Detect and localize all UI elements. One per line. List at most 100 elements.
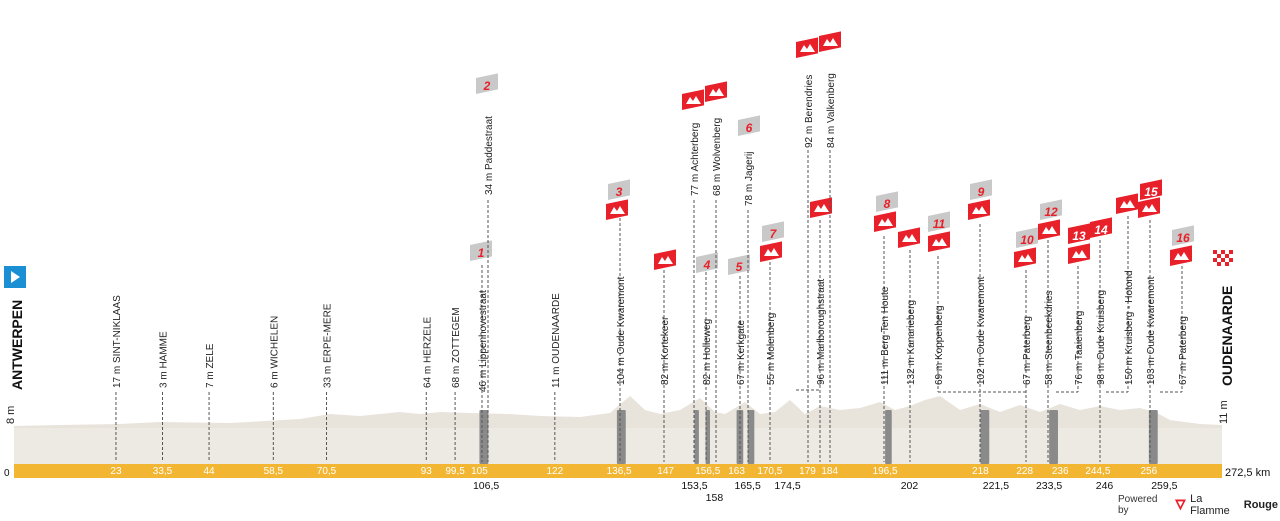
brand-part-b: Rouge (1243, 499, 1278, 511)
km-tick-label: 256 (1141, 466, 1158, 477)
km-tick-label: 105 (471, 466, 488, 477)
town-label: 17 m SINT-NIKLAAS (112, 295, 123, 388)
sector-number: 16 (1176, 231, 1190, 245)
climb-label: 76 m Taaienberg (1074, 311, 1085, 385)
climb-label: 132 m Kanarieberg (906, 300, 917, 385)
sector-number: 9 (978, 185, 985, 199)
mountain-icon (1142, 204, 1157, 212)
mountain-icon (823, 38, 838, 46)
km-tick-below-label: 233,5 (1036, 480, 1062, 492)
mountain-icon (1174, 252, 1189, 260)
climb-flag (968, 199, 990, 220)
sector-flag (1016, 227, 1038, 248)
sector-flag (762, 221, 784, 242)
km-tick-label: 236 (1052, 466, 1069, 477)
start-arrow-icon (11, 271, 20, 283)
km-tick-below-label: 246 (1096, 480, 1114, 492)
climb-flag (1038, 219, 1060, 240)
km-tick-below-label: 158 (706, 492, 724, 504)
climb-number: 14 (1094, 223, 1108, 237)
town-label: 6 m WICHELEN (269, 316, 280, 388)
sector-flag (470, 240, 492, 261)
mountain-icon (878, 218, 893, 226)
climb-flag (1014, 247, 1036, 269)
climb-flag (810, 197, 832, 218)
climb-label: 77 m Achterberg (690, 123, 701, 196)
climb-label: 69 m Koppenberg (934, 305, 945, 385)
start-name: ANTWERPEN (9, 300, 25, 390)
climb-flag (928, 231, 950, 252)
sector-flag (928, 211, 950, 232)
powered-by-label: Powered by (1118, 494, 1158, 516)
km-axis-start-label: 0 (4, 468, 10, 479)
mountain-icon (814, 204, 829, 212)
km-tick-label: 136,5 (607, 466, 632, 477)
km-tick-label: 70,5 (317, 466, 337, 477)
finish-checkered-flag-icon (1213, 250, 1233, 266)
cobble-sector-block (980, 410, 990, 464)
km-tick-label: 244,5 (1085, 466, 1110, 477)
town-label: 68 m ZOTTEGEM (451, 307, 462, 388)
mountain-icon (1120, 200, 1135, 208)
km-tick-label: 170,5 (757, 466, 782, 477)
sector-number: 2 (483, 79, 491, 93)
climb-flag (682, 89, 704, 110)
km-tick-below-label: 153,5 (681, 480, 707, 492)
start-altitude: 8 m (5, 406, 17, 424)
cobble-sector-block (616, 410, 626, 464)
sector-number: 10 (1020, 233, 1034, 247)
mountain-icon (709, 88, 724, 96)
cobble-label: 82 m Holleweg (702, 319, 713, 385)
km-tick-label: 147 (657, 466, 674, 477)
mountain-icon (1042, 226, 1057, 234)
climb-number: 15 (1144, 185, 1158, 199)
climb-flag (705, 81, 727, 102)
climb-flag (796, 37, 818, 58)
town-label: 7 m ZELE (205, 343, 216, 388)
climb-label: 111 m Berg Ten Houte (880, 286, 891, 385)
climb-number-flag (1140, 179, 1162, 200)
cobble-sector-block (479, 410, 489, 464)
climb-label: 92 m Berendries (804, 75, 815, 148)
km-tick-label: 184 (821, 466, 838, 477)
mountain-icon (1018, 254, 1033, 262)
cobble-sector-block (885, 410, 892, 464)
sector-flag (738, 115, 760, 136)
km-tick-label: 163 (728, 466, 745, 477)
climb-flag (819, 31, 841, 52)
sector-number: 6 (746, 121, 753, 135)
climb-label: 67 m Paterberg (1022, 316, 1033, 385)
sector-flag (970, 179, 992, 200)
town-label: 64 m HERZELE (422, 317, 433, 388)
sector-flag (876, 191, 898, 212)
km-tick-label: 58,5 (264, 466, 284, 477)
cobble-label: 96 m Marlboroughstraat (816, 279, 827, 385)
km-tick-below-label: 221,5 (983, 480, 1009, 492)
climb-label: 82 m Kortekeer (660, 316, 671, 385)
km-tick-label: 33,5 (153, 466, 173, 477)
finish-altitude: 11 m (1218, 400, 1230, 424)
sector-number: 11 (933, 217, 946, 231)
la-flamme-rouge-logo[interactable]: La Flamme Rouge (1174, 493, 1278, 517)
sector-flag (1172, 225, 1194, 246)
climb-flag (760, 241, 782, 262)
mountain-icon (902, 234, 917, 242)
cobble-label: 78 m Jagerij (744, 152, 755, 206)
mountain-icon (764, 248, 779, 256)
climb-label: 55 m Molenberg (766, 313, 777, 385)
sector-flag (1040, 199, 1062, 220)
finish-name: OUDENAARDE (1219, 286, 1235, 386)
sector-number: 3 (616, 185, 623, 199)
climb-flag (1068, 243, 1090, 264)
km-tick-below-label: 202 (901, 480, 919, 492)
climb-flag (1138, 197, 1160, 218)
climb-label: 103 m Oude Kwaremont (1146, 276, 1157, 385)
mountain-icon (658, 256, 673, 264)
km-tick-label: 196,5 (873, 466, 898, 477)
sector-number: 1 (478, 246, 485, 260)
km-tick-label: 179 (799, 466, 816, 477)
flamme-rouge-icon (1175, 499, 1187, 511)
town-label: 3 m HAMME (159, 331, 170, 388)
mountain-icon (972, 206, 987, 214)
